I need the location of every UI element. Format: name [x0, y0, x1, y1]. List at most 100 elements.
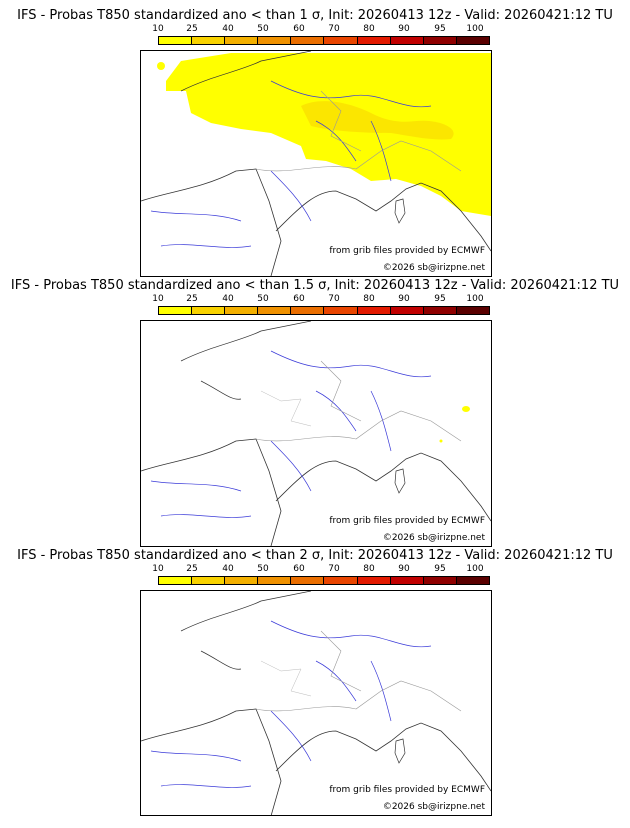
island — [394, 198, 406, 224]
colorbar-swatch — [258, 307, 292, 314]
colorbar-label: 90 — [398, 24, 410, 34]
river — [270, 620, 432, 648]
colorbar-swatch — [324, 307, 358, 314]
probability-area — [462, 406, 470, 412]
colorbar-swatch — [390, 577, 424, 584]
colorbar-swatch — [423, 37, 457, 44]
river — [150, 480, 242, 492]
river — [270, 710, 312, 762]
colorbar-labels: 10 25 40 50 60 70 80 90 95 100 — [150, 294, 500, 304]
border — [255, 680, 462, 712]
river — [270, 350, 432, 378]
colorbar-swatch — [357, 307, 391, 314]
colorbar-swatch — [423, 307, 457, 314]
colorbar-label: 60 — [293, 24, 305, 34]
river — [150, 750, 242, 762]
colorbar — [158, 576, 490, 585]
colorbar-swatch — [324, 577, 358, 584]
coastline — [180, 321, 312, 362]
coastline — [141, 438, 282, 546]
river — [315, 390, 357, 432]
colorbar-label: 100 — [466, 24, 484, 34]
colorbar-swatch — [324, 37, 358, 44]
colorbar-swatch — [423, 577, 457, 584]
river — [370, 120, 392, 182]
colorbar-label: 40 — [222, 24, 234, 34]
map-area: from grib files provided by ECMWF ©2026 … — [140, 320, 492, 547]
colorbar-label: 90 — [398, 294, 410, 304]
border — [260, 660, 312, 697]
island — [394, 738, 406, 764]
coastline — [180, 51, 312, 92]
colorbar-swatch — [291, 307, 325, 314]
colorbar-label: 25 — [186, 564, 198, 574]
colorbar-label: 50 — [257, 564, 269, 574]
map-panel-1: IFS - Probas T850 standardized ano < tha… — [0, 0, 630, 277]
map-svg — [141, 321, 491, 546]
colorbar-label: 95 — [434, 294, 446, 304]
colorbar-swatch — [192, 577, 226, 584]
colorbar-label: 40 — [222, 564, 234, 574]
colorbar-swatch — [159, 577, 193, 584]
colorbar-labels: 10 25 40 50 60 70 80 90 95 100 — [150, 564, 500, 574]
grib-credit: from grib files provided by ECMWF — [327, 516, 487, 526]
colorbar-labels: 10 25 40 50 60 70 80 90 95 100 — [150, 24, 500, 34]
colorbar-swatch — [390, 37, 424, 44]
colorbar-label: 90 — [398, 564, 410, 574]
colorbar-label: 60 — [293, 564, 305, 574]
border — [320, 360, 362, 422]
colorbar-label: 10 — [152, 294, 164, 304]
colorbar-label: 50 — [257, 24, 269, 34]
river — [160, 514, 252, 518]
river — [270, 170, 312, 222]
colorbar-swatch — [258, 37, 292, 44]
colorbar-label: 80 — [363, 294, 375, 304]
colorbar-label: 40 — [222, 294, 234, 304]
colorbar-swatch — [390, 307, 424, 314]
river — [370, 660, 392, 722]
grib-credit: from grib files provided by ECMWF — [327, 246, 487, 256]
colorbar-swatch — [258, 577, 292, 584]
colorbar-label: 70 — [328, 294, 340, 304]
panel-title: IFS - Probas T850 standardized ano < tha… — [10, 278, 620, 293]
colorbar-label: 10 — [152, 24, 164, 34]
copyright: ©2026 sb@irizpne.net — [380, 802, 487, 812]
colorbar-label: 25 — [186, 24, 198, 34]
island — [394, 468, 406, 494]
colorbar-label: 95 — [434, 24, 446, 34]
map-panel-2: IFS - Probas T850 standardized ano < tha… — [0, 270, 630, 547]
border — [260, 390, 312, 427]
coastline — [141, 168, 282, 276]
map-area: from grib files provided by ECMWF ©2026 … — [140, 590, 492, 816]
colorbar-swatch — [456, 577, 489, 584]
coastline — [200, 380, 242, 400]
map-area: from grib files provided by ECMWF ©2026 … — [140, 50, 492, 277]
map-svg — [141, 591, 491, 815]
map-panel-3: IFS - Probas T850 standardized ano < tha… — [0, 540, 630, 816]
grib-credit: from grib files provided by ECMWF — [327, 785, 487, 795]
coastline — [200, 650, 242, 670]
colorbar-label: 100 — [466, 294, 484, 304]
colorbar-swatch — [357, 37, 391, 44]
river — [270, 440, 312, 492]
coastline — [141, 708, 282, 815]
border — [320, 630, 362, 692]
border — [255, 140, 462, 172]
colorbar-label: 10 — [152, 564, 164, 574]
colorbar-swatch — [192, 307, 226, 314]
colorbar-label: 80 — [363, 564, 375, 574]
colorbar-label: 60 — [293, 294, 305, 304]
river — [160, 244, 252, 248]
coastline — [180, 591, 312, 632]
probability-area — [166, 53, 491, 216]
copyright: ©2026 sb@irizpne.net — [380, 533, 487, 543]
colorbar-label: 25 — [186, 294, 198, 304]
colorbar-swatch — [192, 37, 226, 44]
colorbar-swatch — [225, 577, 259, 584]
colorbar-label: 50 — [257, 294, 269, 304]
map-svg — [141, 51, 491, 276]
river — [370, 390, 392, 452]
colorbar-swatch — [291, 577, 325, 584]
colorbar-swatch — [357, 577, 391, 584]
colorbar-swatch — [225, 307, 259, 314]
